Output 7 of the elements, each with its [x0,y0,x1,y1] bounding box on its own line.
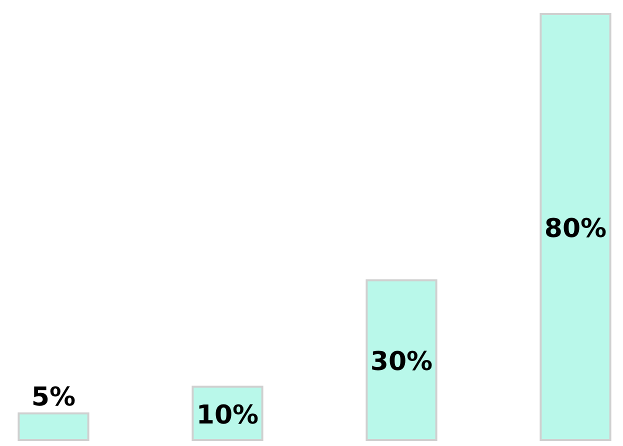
bar [540,13,612,441]
data-label: 80% [544,214,607,244]
bar [18,412,90,441]
bar [366,279,438,441]
data-label: 5% [31,382,76,412]
data-label: 10% [196,400,259,430]
data-label: 30% [370,347,433,378]
